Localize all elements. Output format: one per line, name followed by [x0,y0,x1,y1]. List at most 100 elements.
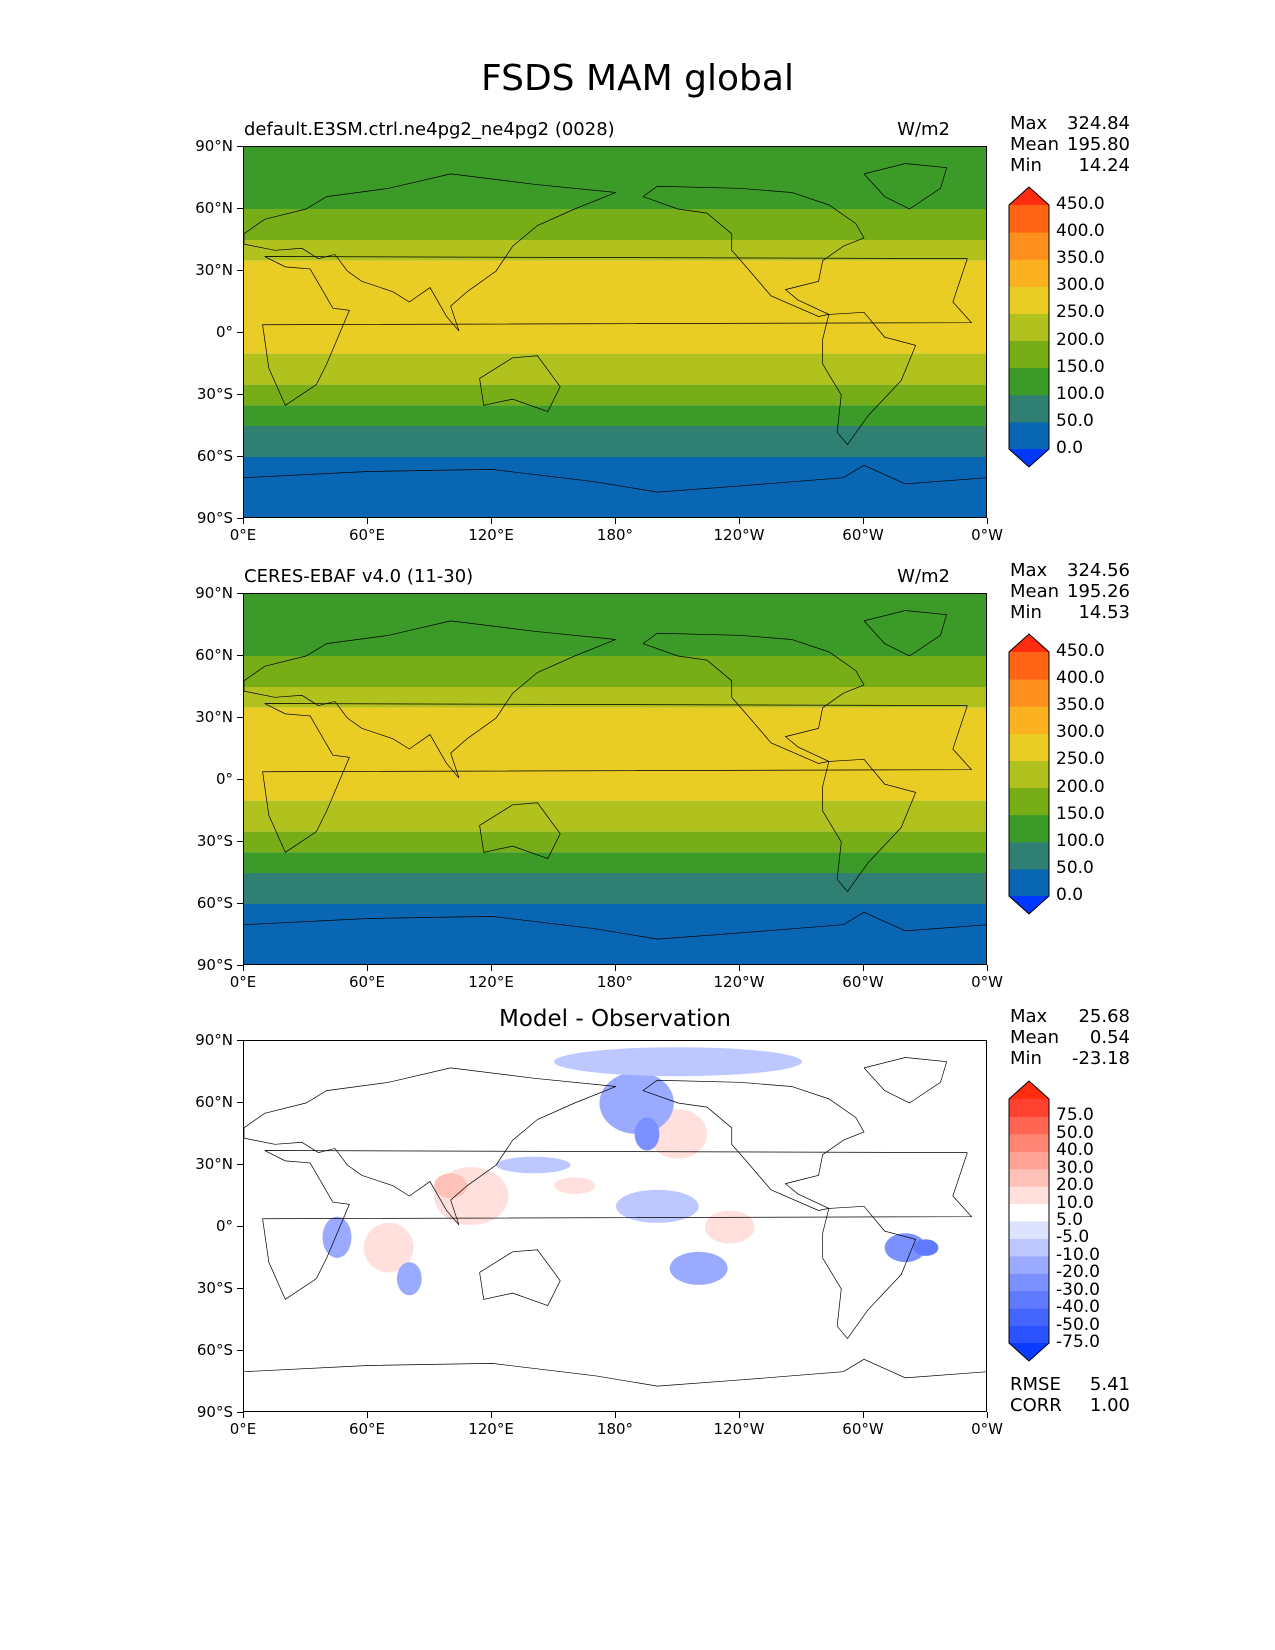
lat-tick-label: 90°S [196,1403,233,1421]
colorbar-tick-label: 75.0 [1056,1105,1094,1126]
colorbar-tick-label: -50.0 [1056,1314,1100,1335]
lon-tick [739,965,740,971]
lat-tick [237,655,243,656]
colorbar-segment [1009,421,1049,450]
lat-tick-label: 30°S [196,1279,233,1297]
mean-label: Mean [1010,581,1060,602]
lat-tick [237,717,243,718]
min-value: 14.53 [1078,602,1130,623]
map-plot[interactable] [243,146,987,518]
min-label: Min [1010,1048,1042,1069]
lon-tick-label: 120°W [713,973,765,991]
lat-tick [237,518,243,519]
value-band [244,873,986,904]
anomaly-patch [496,1156,571,1174]
colorbar-segment [1009,367,1049,396]
colorbar-tick-label: 100.0 [1056,383,1105,404]
coastline [262,1150,973,1300]
colorbar-segment [1009,706,1049,734]
panel-title: CERES-EBAF v4.0 (11-30) [244,566,474,587]
colorbar-segment [1009,1168,1049,1187]
colorbar-tick-label: 20.0 [1056,1175,1094,1196]
colorbar-tick-label: 400.0 [1056,221,1105,242]
value-band [244,457,986,517]
colorbar-segment [1009,1133,1049,1152]
colorbar-segment [1009,232,1049,260]
colorbar-segment [1009,1203,1049,1222]
colorbar-tick-label: 350.0 [1056,695,1105,716]
lon-tick-label: 60°W [842,973,884,991]
mean-value: 195.26 [1067,581,1130,602]
min-label: Min [1010,602,1042,623]
colorbar-segment [1009,1238,1049,1257]
mean-label: Mean [1010,1027,1060,1048]
coastline [863,1057,948,1104]
lon-tick-label: 60°E [348,973,386,991]
lon-tick-label: 120°W [713,1420,765,1438]
colorbar-tick-label: 0.0 [1056,438,1084,458]
colorbar-segment [1009,1325,1049,1344]
colorbar [1008,633,1050,915]
anomaly-patch [616,1189,699,1223]
coastline [822,311,917,446]
colorbar-tick-label: 350.0 [1056,248,1105,269]
value-band [244,852,986,873]
colorbar-segment [1009,760,1049,789]
mean-label: Mean [1010,134,1060,155]
lon-tick [863,518,864,524]
colorbar-tick-label: 50.0 [1056,1122,1094,1143]
colorbar-tick-label: 400.0 [1056,668,1105,689]
lat-tick [237,1350,243,1351]
lat-tick [237,903,243,904]
value-band [244,707,986,801]
lon-tick [367,1412,368,1418]
lat-tick [237,456,243,457]
lat-tick [237,841,243,842]
colorbar-tick-label: 40.0 [1056,1140,1094,1161]
mean-value: 195.80 [1067,134,1130,155]
anomaly-patch [634,1117,660,1151]
coastline [863,163,948,210]
colorbar-tick-label: 450.0 [1056,194,1105,214]
anomaly-patch [599,1072,674,1134]
lon-tick-label: 120°E [468,973,514,991]
map-plot[interactable] [243,1040,987,1412]
coastline [244,1067,617,1226]
value-band [244,426,986,457]
lat-tick-label: 90°N [195,137,233,155]
coastline [244,620,617,779]
lon-tick [863,965,864,971]
lat-tick-label: 60°S [196,1341,233,1359]
coastline [479,802,561,859]
colorbar-tick-label: 50.0 [1056,857,1094,878]
coastline [822,1205,917,1340]
lon-tick-label: 0°E [229,973,257,991]
max-value: 324.56 [1067,560,1130,581]
lat-tick [237,270,243,271]
coastline [244,911,986,940]
lon-tick [987,965,988,971]
lat-tick-label: 60°S [196,447,233,465]
colorbar-segment [1009,1116,1049,1135]
lat-tick [237,1288,243,1289]
min-value: -23.18 [1071,1048,1130,1069]
colorbar-segment [1009,814,1049,843]
lon-tick [491,1412,492,1418]
value-band [244,209,986,240]
map-plot[interactable] [243,593,987,965]
lat-tick-label: 30°N [195,708,233,726]
lon-tick-label: 120°E [468,526,514,544]
lon-tick-label: 120°W [713,526,765,544]
anomaly-patch [399,1092,441,1114]
anomaly-patch [248,1169,282,1203]
lon-tick-label: 180° [596,1420,634,1438]
lon-tick [987,518,988,524]
colorbar-segment [1009,652,1049,680]
lat-tick [237,146,243,147]
lon-tick-label: 60°E [348,1420,386,1438]
lon-tick [491,965,492,971]
colorbar-segment [1009,1151,1049,1170]
colorbar-extend-max [1009,1081,1049,1099]
lon-tick [739,518,740,524]
colorbar-tick-label: 5.0 [1056,1210,1084,1230]
